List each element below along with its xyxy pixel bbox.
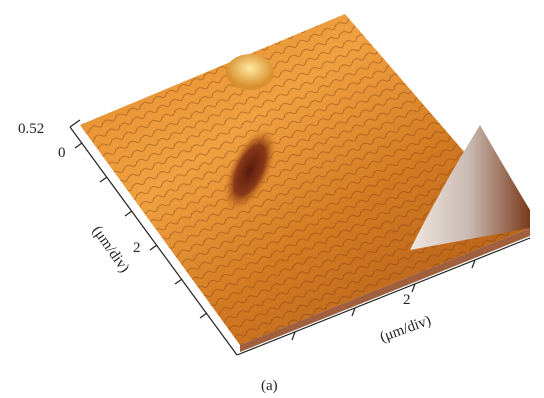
caption: (a) — [261, 378, 278, 394]
afm-figure: 0.52 0 2 (μm/div) 2 (μm/div) (a) — [0, 0, 544, 398]
y-tick-label: 0 — [58, 145, 66, 161]
y-axis-label: (μm/div) — [89, 223, 133, 276]
x-axis-label: (μm/div) — [378, 313, 433, 346]
y-tick-label: 2 — [133, 240, 141, 256]
x-tick-label: 2 — [403, 292, 411, 308]
z-tick-label: 0.52 — [18, 121, 44, 137]
surface — [80, 14, 530, 352]
